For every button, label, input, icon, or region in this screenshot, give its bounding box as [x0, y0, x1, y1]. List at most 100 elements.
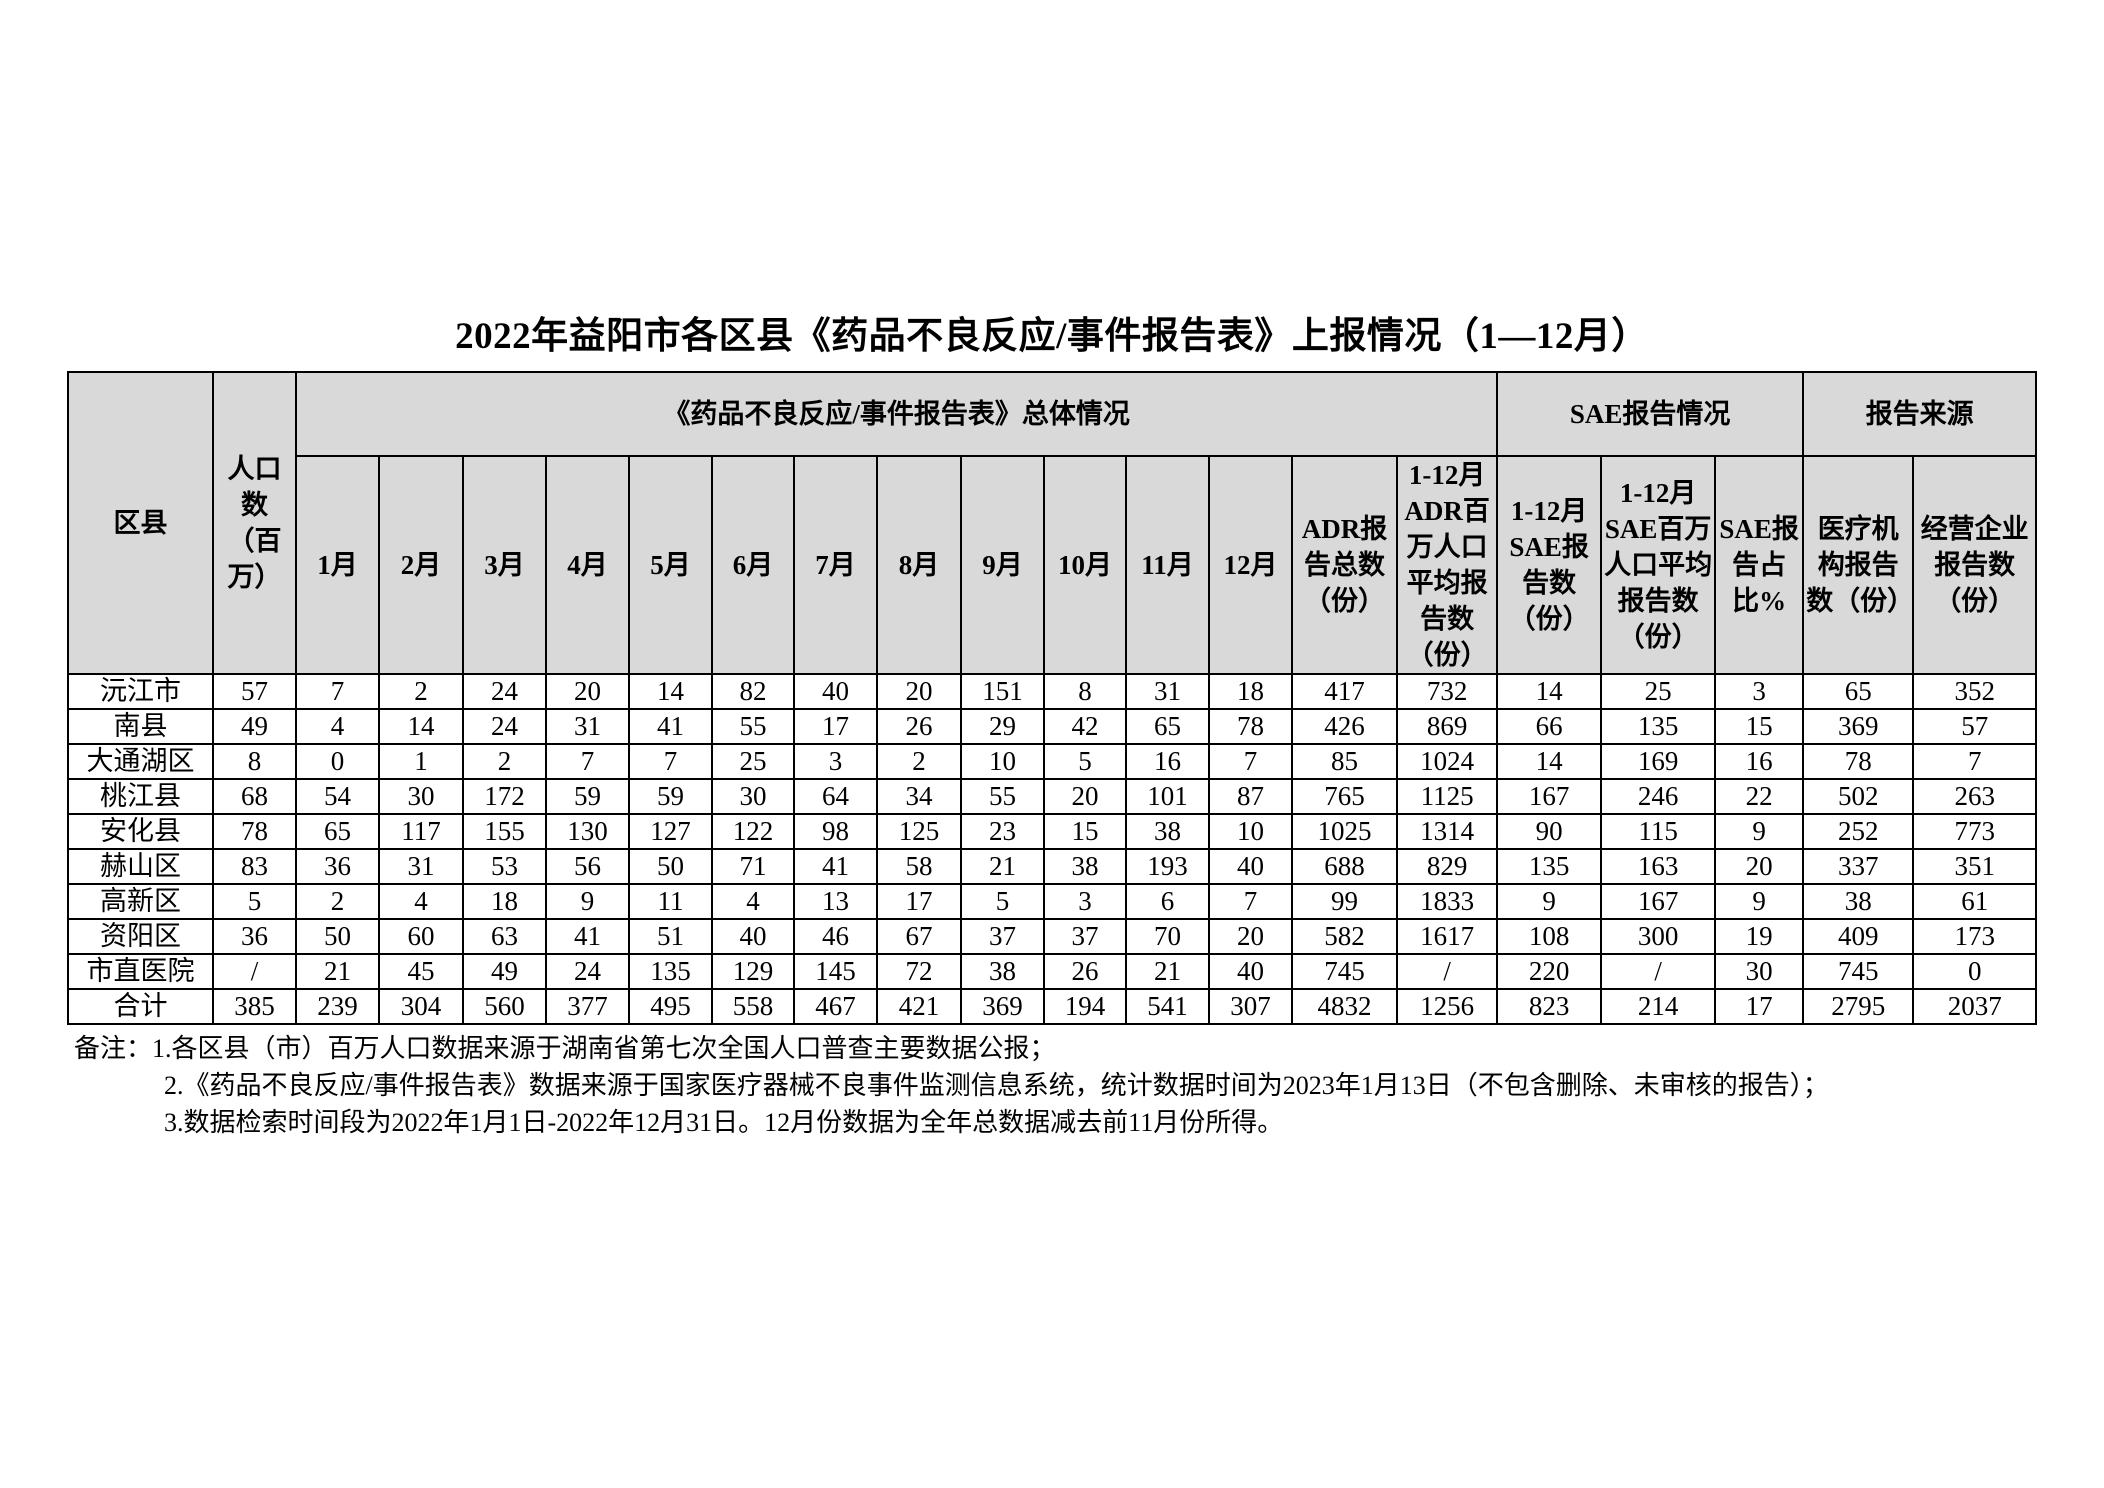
note-3: 3.数据检索时间段为2022年1月1日-2022年12月31日。12月份数据为全…	[164, 1108, 1284, 1137]
table-cell: 300	[1600, 918, 1717, 955]
table-cell: 7	[1912, 743, 2038, 780]
table-cell: 129	[711, 953, 795, 990]
table-row: 安化县 78 65 117 155 130 127 122 98 125 23 15 38 10 1025 1…	[67, 813, 2038, 850]
table-cell: 25	[711, 743, 795, 780]
table-cell: 8	[212, 743, 297, 780]
table-cell: 9	[1714, 883, 1805, 920]
table-cell: 55	[960, 778, 1045, 815]
table-cell: 2795	[1802, 988, 1915, 1025]
district-name: 赫山区	[67, 848, 214, 885]
table-cell: 71	[711, 848, 795, 885]
table-cell: 19	[1714, 918, 1805, 955]
table-cell: 307	[1208, 988, 1293, 1025]
table-cell: 7	[1208, 883, 1293, 920]
table-cell: 409	[1802, 918, 1915, 955]
table-row: 市直医院/21 45 49 24 135 129 145 72 38 26 21 40 745/220/…	[67, 953, 2038, 990]
table-cell: 3	[793, 743, 878, 780]
table-cell: 163	[1600, 848, 1717, 885]
table-cell: 50	[628, 848, 713, 885]
table-cell: 352	[1912, 673, 2038, 710]
table-cell: 15	[1714, 708, 1805, 745]
table-cell: 1024	[1395, 743, 1499, 780]
table-cell: 63	[462, 918, 547, 955]
table-cell: 127	[628, 813, 713, 850]
table-cell: 31	[1125, 673, 1210, 710]
report-table: 区县 人口数（百万） 《药品不良反应/事件报告表》总体情况 SAE报告情况 报告…	[67, 371, 2038, 1025]
header-adr-per-million: 1-12月ADR百万人口平均报告数（份）	[1395, 455, 1499, 675]
table-cell: 85	[1291, 743, 1398, 780]
table-cell: 9	[1714, 813, 1805, 850]
table-cell: 351	[1912, 848, 2038, 885]
table-cell: 24	[545, 953, 630, 990]
table-cell: 5	[960, 883, 1045, 920]
header-month: 10月	[1043, 455, 1127, 675]
table-cell: 1125	[1395, 778, 1499, 815]
table-cell: 765	[1291, 778, 1398, 815]
table-cell: 46	[793, 918, 878, 955]
table-cell: 57	[212, 673, 297, 710]
table-cell: 2	[295, 883, 380, 920]
table-cell: 2	[378, 673, 464, 710]
table-cell: 829	[1395, 848, 1499, 885]
table-cell: 38	[1125, 813, 1210, 850]
table-cell: 495	[628, 988, 713, 1025]
table-cell: 135	[1600, 708, 1717, 745]
table-cell: 582	[1291, 918, 1398, 955]
table-cell: 125	[876, 813, 962, 850]
table-cell: 0	[1912, 953, 2038, 990]
district-name: 桃江县	[67, 778, 214, 815]
table-cell: 54	[295, 778, 380, 815]
table-cell: 1256	[1395, 988, 1499, 1025]
table-cell: 61	[1912, 883, 2038, 920]
table-cell: 502	[1802, 778, 1915, 815]
table-cell: 20	[1208, 918, 1293, 955]
table-cell: 42	[1043, 708, 1127, 745]
table-row: 大通湖区 8 0 1 2 7 7 25 3 2 10 5 16 7 85 1024 14 169 16 78 7	[67, 743, 2038, 780]
table-cell: 57	[1912, 708, 2038, 745]
table-cell: 41	[793, 848, 878, 885]
table-cell: 194	[1043, 988, 1127, 1025]
table-cell: 51	[628, 918, 713, 955]
table-cell: 369	[960, 988, 1045, 1025]
table-cell: 40	[1208, 953, 1293, 990]
table-cell: 49	[212, 708, 297, 745]
table-cell: 10	[1208, 813, 1293, 850]
table-cell: 167	[1496, 778, 1603, 815]
table-cell: 41	[628, 708, 713, 745]
district-name: 沅江市	[67, 673, 214, 710]
table-cell: 65	[1802, 673, 1915, 710]
header-group-sae: SAE报告情况	[1496, 371, 1805, 457]
header-month: 7月	[793, 455, 878, 675]
table-cell: 31	[378, 848, 464, 885]
table-cell: 50	[295, 918, 380, 955]
header-month: 8月	[876, 455, 962, 675]
table-cell: 37	[1043, 918, 1127, 955]
table-cell: 369	[1802, 708, 1915, 745]
table-cell: 16	[1125, 743, 1210, 780]
table-cell: 16	[1714, 743, 1805, 780]
table-cell: 167	[1600, 883, 1717, 920]
note-1: 备注：1.各区县（市）百万人口数据来源于湖南省第七次全国人口普查主要数据公报；	[74, 1034, 1056, 1063]
table-cell: 66	[1496, 708, 1603, 745]
table-cell: 20	[1043, 778, 1127, 815]
table-cell: 29	[960, 708, 1045, 745]
table-cell: 122	[711, 813, 795, 850]
table-cell: 9	[545, 883, 630, 920]
table-cell: 4	[295, 708, 380, 745]
table-cell: 11	[628, 883, 713, 920]
table-cell: 65	[295, 813, 380, 850]
table-cell: 17	[793, 708, 878, 745]
table-cell: 560	[462, 988, 547, 1025]
table-row: 南县 49 4 14 24 31 41 55 17 26 29 42 65 78 426 869 66 135 15…	[67, 708, 2038, 745]
page-title: 2022年益阳市各区县《药品不良反应/事件报告表》上报情况（1—12月）	[455, 316, 1649, 357]
table-cell: 34	[876, 778, 962, 815]
table-cell: 38	[960, 953, 1045, 990]
header-sae-per-million: 1-12月SAE百万人口平均报告数（份）	[1600, 455, 1717, 675]
table-cell: 14	[1496, 673, 1603, 710]
table-cell: 745	[1291, 953, 1398, 990]
table-cell: 117	[378, 813, 464, 850]
table-cell: 30	[711, 778, 795, 815]
table-cell: 173	[1912, 918, 2038, 955]
header-medical-reports: 医疗机构报告数（份）	[1802, 455, 1915, 675]
table-cell: 169	[1600, 743, 1717, 780]
